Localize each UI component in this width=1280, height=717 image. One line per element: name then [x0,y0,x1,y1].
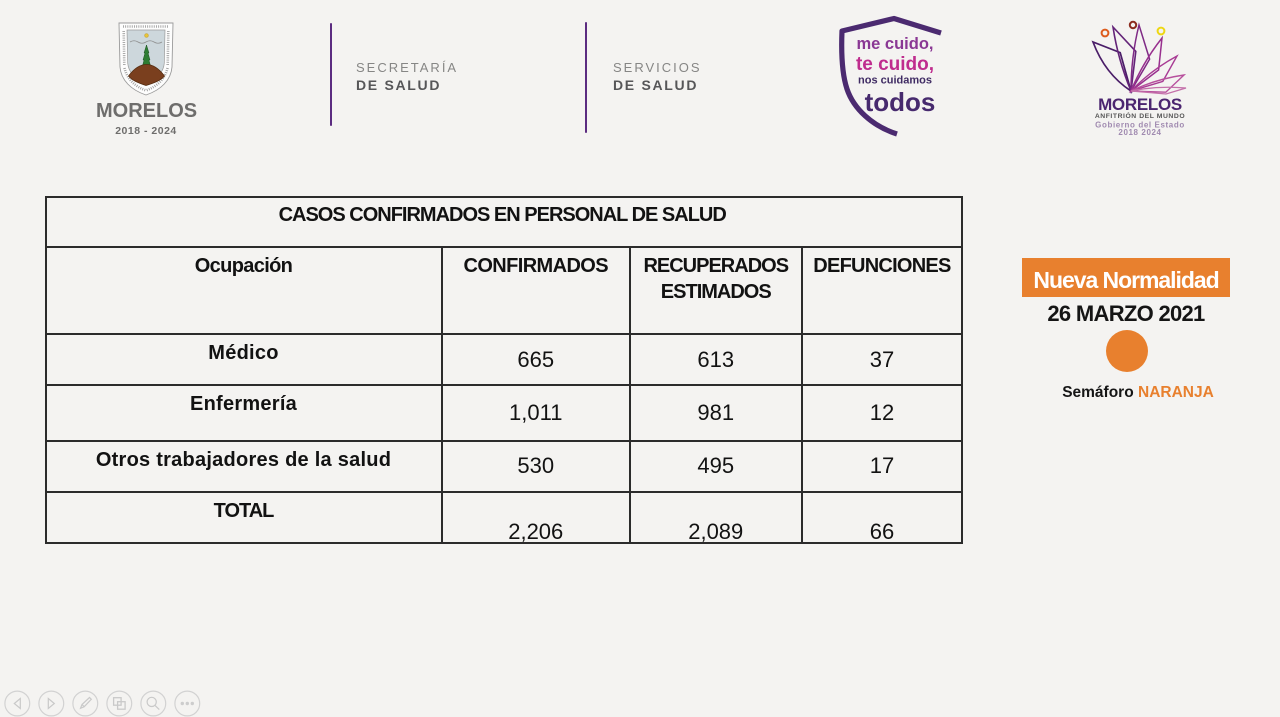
svg-text:Gobierno del Estado: Gobierno del Estado [1095,121,1185,130]
svg-text:MORELOS: MORELOS [1098,95,1182,114]
svg-text:ANFITRIÓN DEL MUNDO: ANFITRIÓN DEL MUNDO [1095,111,1185,120]
svg-text:2018 2024: 2018 2024 [1118,128,1161,137]
svg-text:te cuido,: te cuido, [856,54,934,75]
svg-text:me cuido,: me cuido, [856,35,933,53]
svg-text:todos: todos [865,87,936,117]
svg-text:nos cuidamos: nos cuidamos [858,75,932,87]
